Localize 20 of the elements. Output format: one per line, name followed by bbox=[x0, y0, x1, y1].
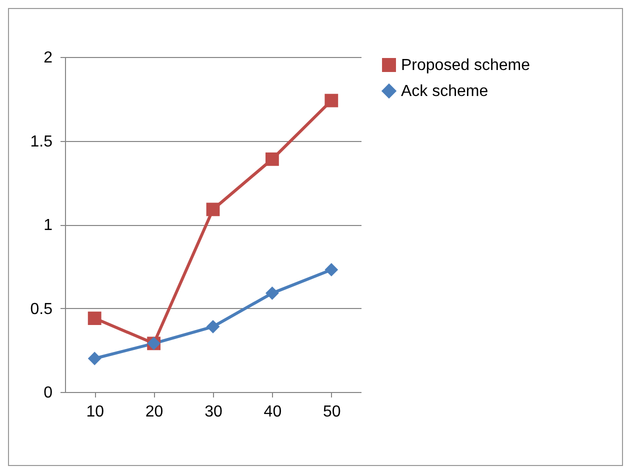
y-tick-label: 0.5 bbox=[30, 300, 53, 318]
x-tick-label: 40 bbox=[264, 404, 282, 420]
legend-label: Proposed scheme bbox=[401, 57, 530, 74]
y-tick-label: 2 bbox=[44, 50, 53, 66]
y-tick-label: 1 bbox=[44, 217, 53, 234]
point bbox=[265, 152, 279, 166]
legend-label: Ack scheme bbox=[401, 83, 488, 100]
y-tick-label: 1.5 bbox=[30, 133, 53, 150]
point bbox=[265, 286, 279, 300]
point bbox=[206, 202, 220, 216]
point bbox=[324, 263, 338, 276]
x-tick-label: 20 bbox=[145, 404, 164, 420]
point bbox=[324, 94, 338, 108]
x-tick-label: 30 bbox=[204, 404, 222, 420]
y-tick-label: 0 bbox=[44, 384, 53, 402]
point bbox=[206, 320, 220, 334]
point bbox=[88, 312, 102, 326]
point bbox=[88, 352, 102, 366]
x-tick-label: 10 bbox=[86, 404, 104, 420]
x-tick-label: 50 bbox=[323, 404, 341, 420]
